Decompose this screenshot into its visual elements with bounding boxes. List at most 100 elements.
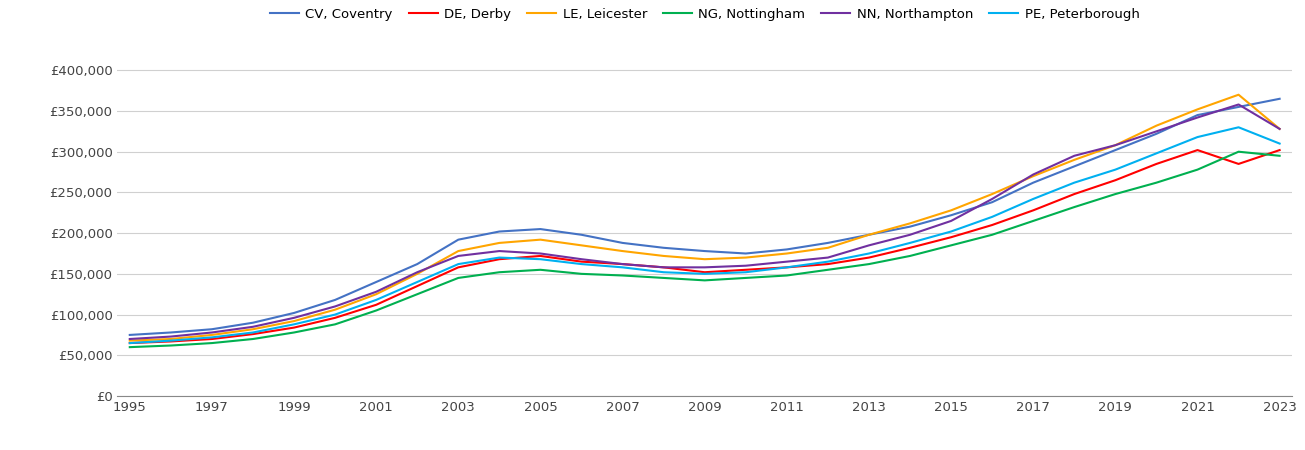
NN, Northampton bbox=[615, 261, 630, 267]
NN, Northampton bbox=[656, 265, 672, 270]
LE, Leicester bbox=[944, 207, 959, 213]
DE, Derby bbox=[328, 315, 343, 320]
DE, Derby bbox=[944, 234, 959, 240]
NN, Northampton bbox=[328, 304, 343, 309]
NG, Nottingham bbox=[1148, 180, 1164, 185]
NG, Nottingham bbox=[204, 340, 219, 346]
CV, Coventry bbox=[121, 332, 137, 338]
CV, Coventry bbox=[410, 261, 425, 267]
NN, Northampton bbox=[1108, 143, 1124, 148]
NG, Nottingham bbox=[163, 343, 179, 348]
DE, Derby bbox=[368, 302, 384, 307]
NG, Nottingham bbox=[1108, 191, 1124, 197]
DE, Derby bbox=[492, 256, 508, 262]
NN, Northampton bbox=[820, 255, 835, 260]
PE, Peterborough bbox=[656, 270, 672, 275]
DE, Derby bbox=[245, 331, 261, 337]
LE, Leicester bbox=[121, 338, 137, 343]
Line: CV, Coventry: CV, Coventry bbox=[129, 99, 1280, 335]
NN, Northampton bbox=[532, 251, 548, 256]
PE, Peterborough bbox=[615, 265, 630, 270]
LE, Leicester bbox=[204, 332, 219, 338]
NG, Nottingham bbox=[1190, 167, 1206, 172]
CV, Coventry bbox=[737, 251, 753, 256]
CV, Coventry bbox=[861, 232, 877, 238]
DE, Derby bbox=[450, 265, 466, 270]
PE, Peterborough bbox=[450, 261, 466, 267]
NN, Northampton bbox=[1148, 129, 1164, 134]
CV, Coventry bbox=[368, 279, 384, 285]
PE, Peterborough bbox=[163, 338, 179, 343]
LE, Leicester bbox=[615, 248, 630, 254]
CV, Coventry bbox=[697, 248, 713, 254]
CV, Coventry bbox=[532, 226, 548, 232]
PE, Peterborough bbox=[820, 259, 835, 264]
PE, Peterborough bbox=[532, 256, 548, 262]
LE, Leicester bbox=[1026, 173, 1041, 179]
LE, Leicester bbox=[1108, 143, 1124, 148]
PE, Peterborough bbox=[121, 340, 137, 346]
LE, Leicester bbox=[286, 319, 301, 324]
LE, Leicester bbox=[328, 307, 343, 312]
LE, Leicester bbox=[368, 292, 384, 297]
NG, Nottingham bbox=[820, 267, 835, 273]
LE, Leicester bbox=[984, 191, 1000, 197]
Line: NG, Nottingham: NG, Nottingham bbox=[129, 152, 1280, 347]
NG, Nottingham bbox=[121, 344, 137, 350]
DE, Derby bbox=[820, 261, 835, 267]
CV, Coventry bbox=[615, 240, 630, 246]
LE, Leicester bbox=[779, 251, 795, 256]
PE, Peterborough bbox=[492, 255, 508, 260]
CV, Coventry bbox=[944, 212, 959, 218]
Line: LE, Leicester: LE, Leicester bbox=[129, 94, 1280, 341]
CV, Coventry bbox=[1066, 164, 1082, 169]
NN, Northampton bbox=[204, 330, 219, 335]
NG, Nottingham bbox=[656, 275, 672, 281]
NG, Nottingham bbox=[410, 292, 425, 297]
CV, Coventry bbox=[779, 247, 795, 252]
NN, Northampton bbox=[779, 259, 795, 264]
LE, Leicester bbox=[1148, 123, 1164, 128]
PE, Peterborough bbox=[410, 279, 425, 285]
NN, Northampton bbox=[492, 248, 508, 254]
CV, Coventry bbox=[450, 237, 466, 243]
CV, Coventry bbox=[286, 310, 301, 315]
PE, Peterborough bbox=[779, 265, 795, 270]
LE, Leicester bbox=[820, 245, 835, 251]
LE, Leicester bbox=[697, 256, 713, 262]
PE, Peterborough bbox=[697, 271, 713, 277]
DE, Derby bbox=[574, 259, 590, 264]
NN, Northampton bbox=[574, 256, 590, 262]
CV, Coventry bbox=[984, 199, 1000, 205]
LE, Leicester bbox=[492, 240, 508, 246]
PE, Peterborough bbox=[1026, 196, 1041, 202]
NG, Nottingham bbox=[286, 330, 301, 335]
CV, Coventry bbox=[204, 327, 219, 332]
NN, Northampton bbox=[1272, 126, 1288, 131]
PE, Peterborough bbox=[245, 330, 261, 335]
NG, Nottingham bbox=[902, 253, 917, 259]
Legend: CV, Coventry, DE, Derby, LE, Leicester, NG, Nottingham, NN, Northampton, PE, Pet: CV, Coventry, DE, Derby, LE, Leicester, … bbox=[265, 2, 1144, 26]
LE, Leicester bbox=[245, 327, 261, 332]
LE, Leicester bbox=[737, 255, 753, 260]
PE, Peterborough bbox=[286, 322, 301, 327]
DE, Derby bbox=[1108, 177, 1124, 183]
DE, Derby bbox=[1066, 191, 1082, 197]
PE, Peterborough bbox=[574, 261, 590, 267]
NN, Northampton bbox=[944, 218, 959, 224]
NG, Nottingham bbox=[245, 336, 261, 342]
CV, Coventry bbox=[492, 229, 508, 234]
CV, Coventry bbox=[1190, 112, 1206, 118]
NG, Nottingham bbox=[492, 270, 508, 275]
DE, Derby bbox=[1148, 161, 1164, 166]
DE, Derby bbox=[861, 255, 877, 260]
DE, Derby bbox=[737, 267, 753, 273]
DE, Derby bbox=[1190, 148, 1206, 153]
NG, Nottingham bbox=[944, 243, 959, 248]
DE, Derby bbox=[204, 336, 219, 342]
CV, Coventry bbox=[1148, 131, 1164, 136]
NG, Nottingham bbox=[450, 275, 466, 281]
NN, Northampton bbox=[1066, 153, 1082, 158]
CV, Coventry bbox=[163, 330, 179, 335]
PE, Peterborough bbox=[944, 229, 959, 234]
